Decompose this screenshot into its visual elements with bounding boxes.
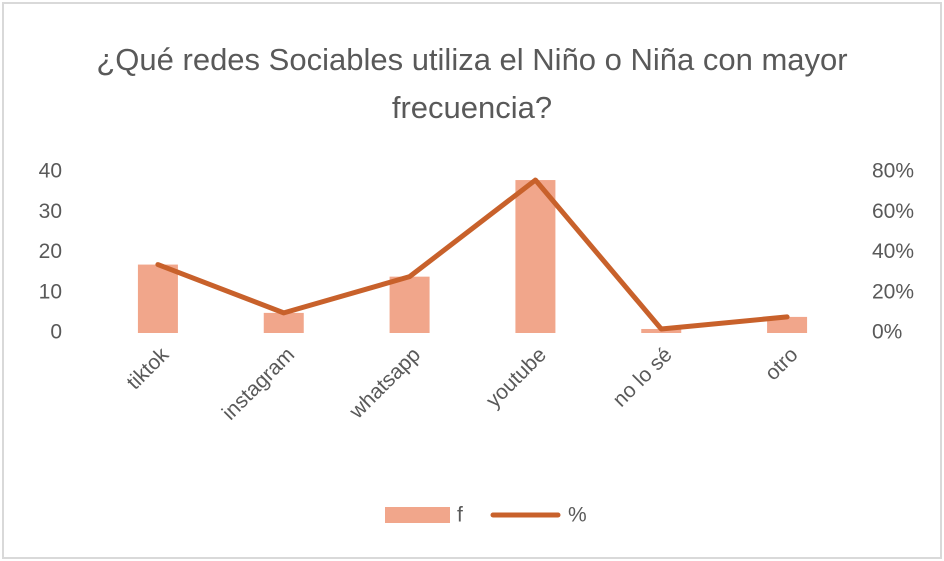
bar	[263, 312, 304, 333]
line	[155, 177, 790, 332]
y2-tick-label: 60%	[872, 200, 914, 223]
y-tick-label: 10	[39, 280, 62, 303]
bar	[767, 316, 808, 333]
y2-tick-label: 40%	[872, 240, 914, 263]
y2-tick-label: 0%	[872, 321, 902, 344]
y2-tick-label: 20%	[872, 280, 914, 303]
legend-swatch	[385, 507, 450, 523]
chart-title: ¿Qué redes Sociables utiliza el Niño o N…	[96, 42, 848, 125]
y-tick-label: 30	[39, 200, 62, 223]
y-tick-label: 0	[50, 321, 62, 344]
bar	[389, 276, 430, 333]
bar	[515, 180, 556, 333]
y2-tick-label: 80%	[872, 160, 914, 183]
y-tick-label: 40	[39, 160, 62, 183]
legend-label: f	[457, 504, 463, 527]
y-tick-label: 20	[39, 240, 62, 263]
legend-label: %	[568, 504, 587, 527]
bar	[137, 264, 178, 333]
